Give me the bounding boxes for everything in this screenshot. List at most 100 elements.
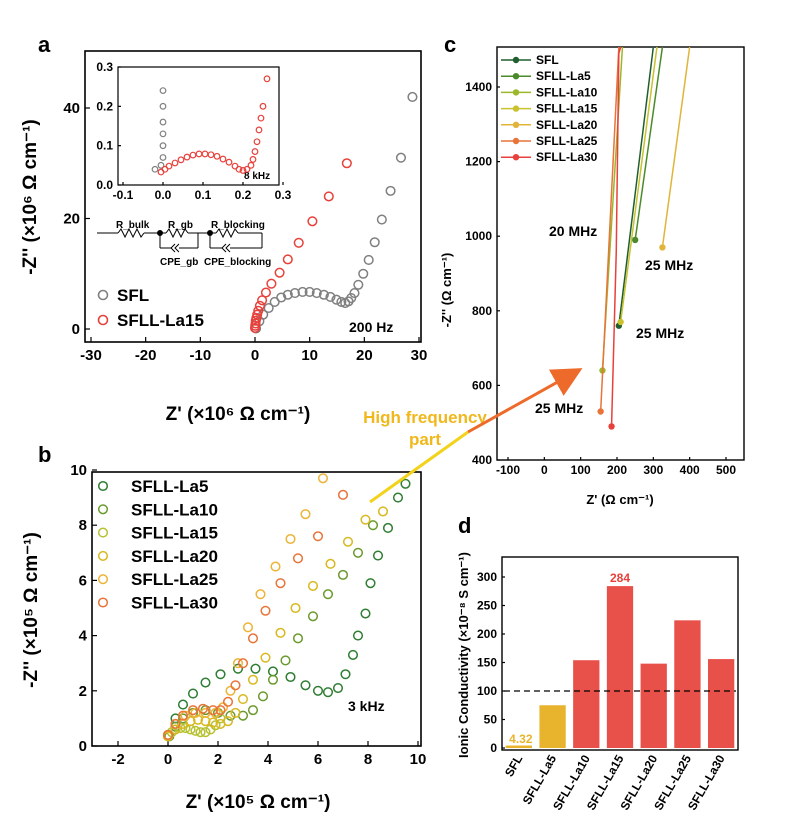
point-sfll-la5: [177, 699, 189, 710]
point-sfll-la10: [225, 710, 236, 721]
panel-a-xtick-label: -20: [135, 347, 157, 364]
panel-a-ticks: -30 -20 -10 0 10 20 30 0 20 40: [63, 100, 427, 364]
legend-sfll-la30: SFLL-La30: [536, 150, 598, 164]
point-sfll-la30: [260, 605, 271, 616]
point-sfll-la25: [190, 707, 201, 718]
point-sfll-la5: [365, 578, 376, 589]
annotation-20mhz: 20 MHz: [549, 223, 597, 239]
legend-marker-sfll-la20: [512, 121, 520, 128]
panel-b-points: [162, 473, 411, 742]
inset-point-sfll-la15: [255, 126, 263, 134]
point-sfl: [325, 291, 336, 303]
point-sfl: [407, 91, 418, 102]
inset-xtick-label: -0.1: [113, 188, 134, 202]
panel-c-label: c: [444, 32, 456, 57]
inset-point-sfl: [159, 87, 167, 94]
inset-point-sfll-la15: [257, 114, 265, 122]
bar-sfl: [505, 745, 533, 748]
line-sfll-la20: [661, 46, 691, 248]
inset-annotation-8khz: 8 kHz: [244, 171, 270, 182]
point-sfll-la30: [207, 705, 219, 716]
point-sfll-la5: [215, 669, 226, 680]
legend-marker-sfll-la25: [97, 574, 109, 585]
point-sfll-la15: [293, 237, 304, 248]
point-sfll-la15: [253, 305, 264, 316]
panel-c-xtick-label: 0: [541, 463, 548, 477]
point-sfll-la30: [237, 658, 249, 669]
panel-c-legend: SFL SFLL-La5 SFLL-La10 SFLL-La15 SFLL-La20 SF…: [501, 53, 598, 164]
legend-marker-sfll-la20: [97, 550, 109, 561]
inset-point-sfl: [159, 118, 167, 126]
panel-c-frame: [496, 46, 745, 461]
line-sfll-la25: [599, 46, 620, 412]
point-sfl: [331, 294, 342, 305]
panel-a-xtick-label: 30: [411, 347, 428, 364]
point-sfll-la5: [360, 608, 371, 619]
panel-b-xtick-label: 2: [214, 751, 222, 768]
panel-b-xlabel: Z' (×10⁵ Ω cm⁻¹): [186, 792, 331, 813]
inset-xtick-label: 0.0: [155, 188, 172, 202]
bar-sfll-la30: [707, 659, 735, 748]
line-sfll-la30: [610, 46, 622, 427]
inset-point-sfll-la15: [239, 167, 247, 174]
point-sfll-la10: [280, 655, 291, 666]
point-sfll-la30: [608, 423, 615, 430]
panel-a-xtick-label: -30: [80, 347, 102, 364]
legend-marker-sfll-la15: [512, 105, 520, 112]
point-sfll-la5: [340, 669, 351, 680]
inset-point-sfll-la15: [171, 159, 179, 167]
equivalent-circuit: [97, 227, 263, 253]
annotation-25mhz-2: 25 MHz: [636, 325, 684, 341]
point-sfl: [289, 288, 300, 299]
point-sfll-la5: [347, 649, 359, 660]
point-sfll-la10: [292, 633, 304, 644]
point-sfll-la20: [237, 694, 249, 705]
legend-sfll-la25: SFLL-La25: [536, 134, 598, 148]
point-sfll-la20: [307, 580, 319, 591]
point-sfll-la25: [217, 702, 229, 713]
inset-point-sfl: [159, 130, 167, 138]
point-sfll-la15: [307, 216, 318, 227]
panel-d-label: d: [458, 513, 471, 538]
point-sfll-la30: [247, 633, 259, 644]
panel-a-points: [249, 91, 418, 334]
point-sfll-la25: [285, 533, 296, 545]
panel-b-xtick-label: 4: [264, 751, 273, 768]
circuit-r-bulk: R_bulk: [116, 220, 150, 231]
point-sfll-la25: [270, 561, 281, 572]
bar-sfll-la15: [606, 586, 634, 748]
panel-b-ytick-label: 8: [79, 517, 87, 534]
panel-c-xtick-label: 500: [716, 463, 736, 477]
inset-ticks: -0.1 0.0 0.1 0.2 0.30.00.10.20.3: [96, 60, 291, 202]
panel-a-xtick-label: 20: [356, 347, 373, 364]
point-sfll-la15: [195, 727, 206, 738]
panel-b-xtick-label: 6: [314, 751, 322, 768]
point-sfll-la5: [631, 236, 639, 244]
panel-c-xtick-label: 300: [643, 463, 663, 477]
point-sfll-la5: [352, 630, 364, 641]
point-sfll-la5: [267, 666, 279, 677]
point-sfll-la5: [285, 671, 296, 683]
panel-a-ytick-label: 20: [63, 211, 80, 228]
legend-marker-sfll-la30: [97, 597, 109, 608]
panel-c-xtick-label: 200: [607, 463, 627, 477]
panel-a-xtick-label: 0: [251, 347, 259, 364]
legend-marker-sfll-la15: [97, 527, 109, 538]
panel-b-ytick-label: 2: [79, 683, 87, 700]
panel-d-bars: SFL4.32SFLL-La5SFLL-La10SFLL-La15284SFLL…: [502, 571, 736, 813]
point-sfll-la30: [162, 729, 174, 741]
point-sfll-la25: [255, 589, 266, 600]
panel-a-inset: -0.1 0.0 0.1 0.2 0.30.00.10.20.3 8 kHz: [96, 60, 291, 202]
legend-sfll-la30: SFLL-La30: [131, 594, 218, 613]
bar-sfll-la5: [539, 705, 566, 748]
inset-point-sfl: [159, 154, 167, 161]
inset-point-sfll-la15: [177, 156, 185, 164]
point-sfll-la10: [307, 611, 319, 622]
legend-sfll-la5: SFLL-La5: [131, 477, 208, 496]
point-sfll-la15: [200, 727, 211, 738]
panel-b-xtick-label: 8: [364, 751, 372, 768]
point-sfll-la30: [177, 710, 189, 721]
callout-connector: [369, 430, 469, 504]
point-sfll-la20: [185, 716, 196, 727]
panel-b-ylabel: -Z'' (×10⁵ Ω cm⁻¹): [21, 532, 42, 688]
